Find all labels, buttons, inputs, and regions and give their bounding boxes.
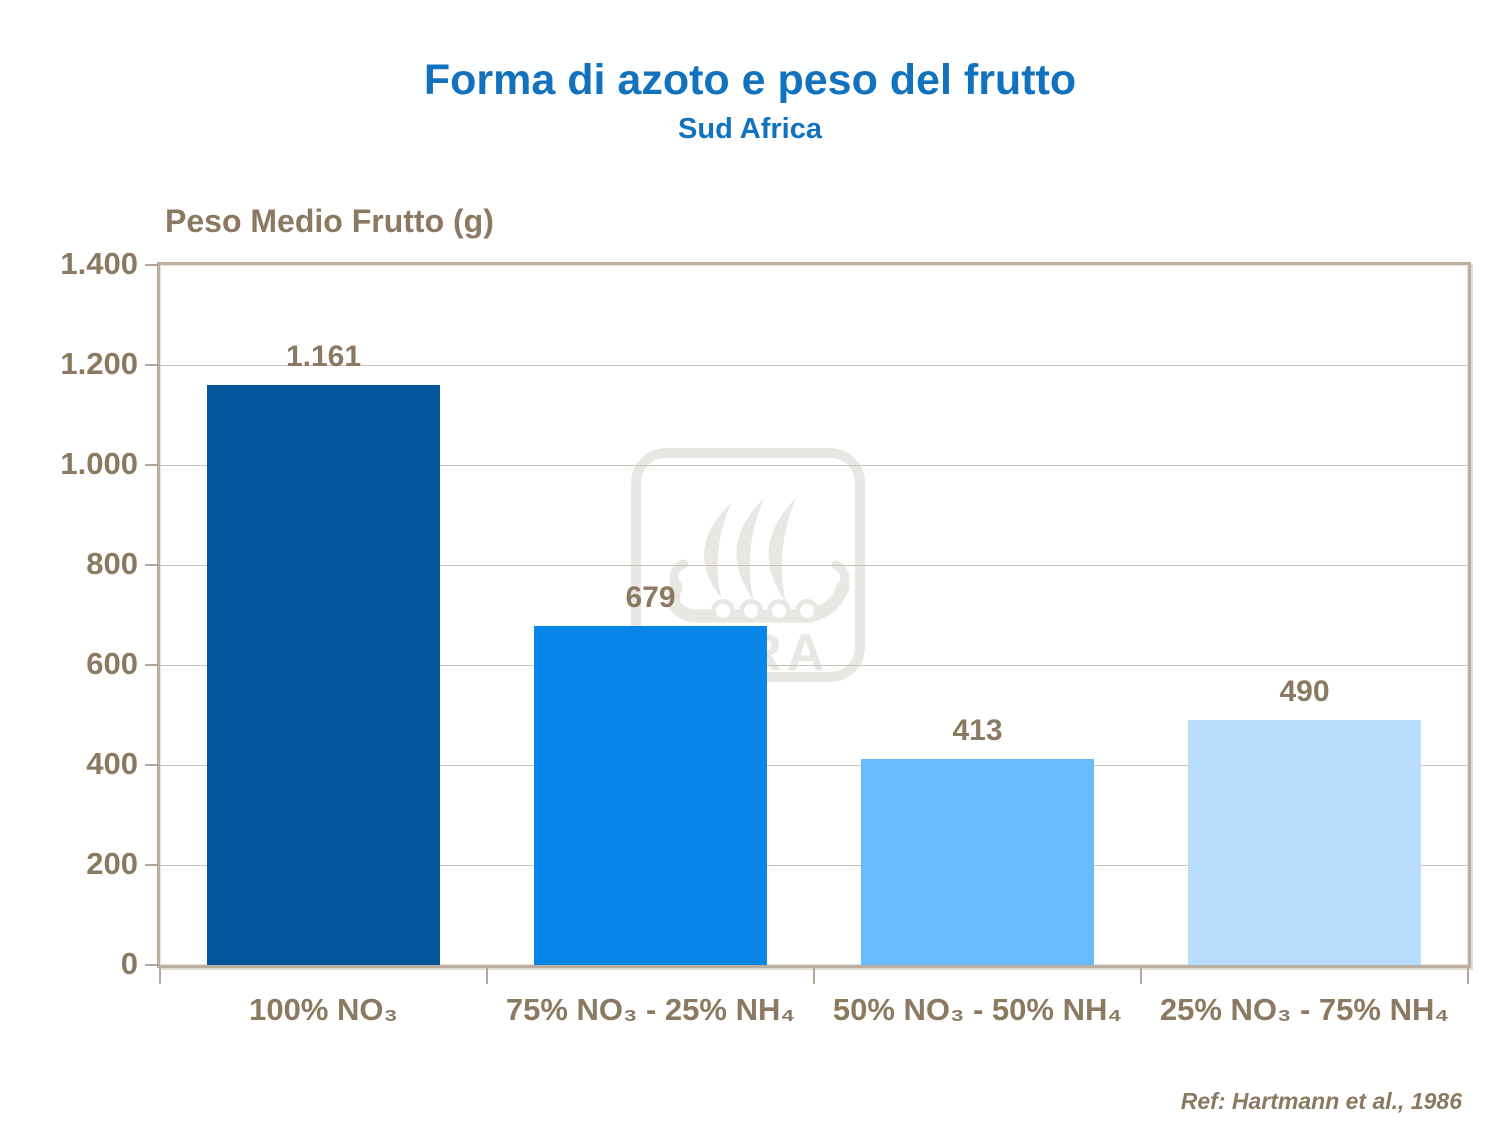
y-tick-mark-800: [145, 564, 160, 566]
x-tick-mark-1: [486, 968, 488, 984]
y-tick-mark-1200: [145, 364, 160, 366]
x-category-label-2: 75% NO₃ - 25% NH₄: [505, 992, 796, 1027]
x-tick-mark-0: [159, 968, 161, 984]
reference-citation: Ref: Hartmann et al., 1986: [1180, 1088, 1462, 1114]
gridline-600: [160, 665, 1468, 666]
chart-title: Forma di azoto e peso del frutto: [423, 56, 1077, 104]
y-tick-mark-0: [145, 964, 160, 966]
x-category-label-1: 100% NO₃: [249, 992, 398, 1027]
y-tick-mark-1000: [145, 464, 160, 466]
gridline-200: [160, 865, 1468, 866]
bar-3: [861, 758, 1094, 965]
bar-1: [207, 384, 440, 965]
y-tick-label-1400: 1.400: [60, 246, 138, 281]
y-tick-label-0: 0: [120, 946, 138, 981]
bar-4: [1188, 720, 1421, 965]
y-tick-label-400: 400: [86, 746, 138, 781]
ship-shields: [711, 599, 819, 623]
y-tick-label-200: 200: [86, 846, 138, 881]
viking-ship-icon: [704, 497, 797, 602]
y-tick-mark-1400: [145, 264, 160, 266]
x-tick-mark-3: [1140, 968, 1142, 984]
y-tick-mark-400: [145, 764, 160, 766]
bar-2: [534, 625, 767, 965]
bar-value-label-4: 490: [1279, 675, 1330, 708]
bar-value-label-3: 413: [952, 713, 1003, 747]
bar-value-label-2: 679: [625, 580, 676, 614]
y-tick-label-600: 600: [86, 646, 138, 681]
y-tick-mark-200: [145, 864, 160, 866]
x-category-label-4: 25% NO₃ - 75% NH₄: [1159, 992, 1450, 1027]
x-tick-mark-4: [1467, 968, 1469, 984]
gridline-1000: [160, 465, 1468, 466]
y-tick-label-800: 800: [86, 546, 138, 581]
x-tick-mark-2: [813, 968, 815, 984]
chart-subtitle: Sud Africa: [678, 113, 822, 145]
y-tick-label-1200: 1.200: [60, 346, 138, 381]
gridline-400: [160, 765, 1468, 766]
bar-value-label-1: 1.161: [285, 339, 362, 373]
y-tick-mark-600: [145, 664, 160, 666]
gridline-800: [160, 565, 1468, 566]
x-category-label-3: 50% NO₃ - 50% NH₄: [832, 992, 1123, 1027]
y-axis-title: Peso Medio Frutto (g): [165, 203, 494, 239]
gridline-1200: [160, 365, 1468, 366]
y-tick-label-1000: 1.000: [60, 446, 138, 481]
